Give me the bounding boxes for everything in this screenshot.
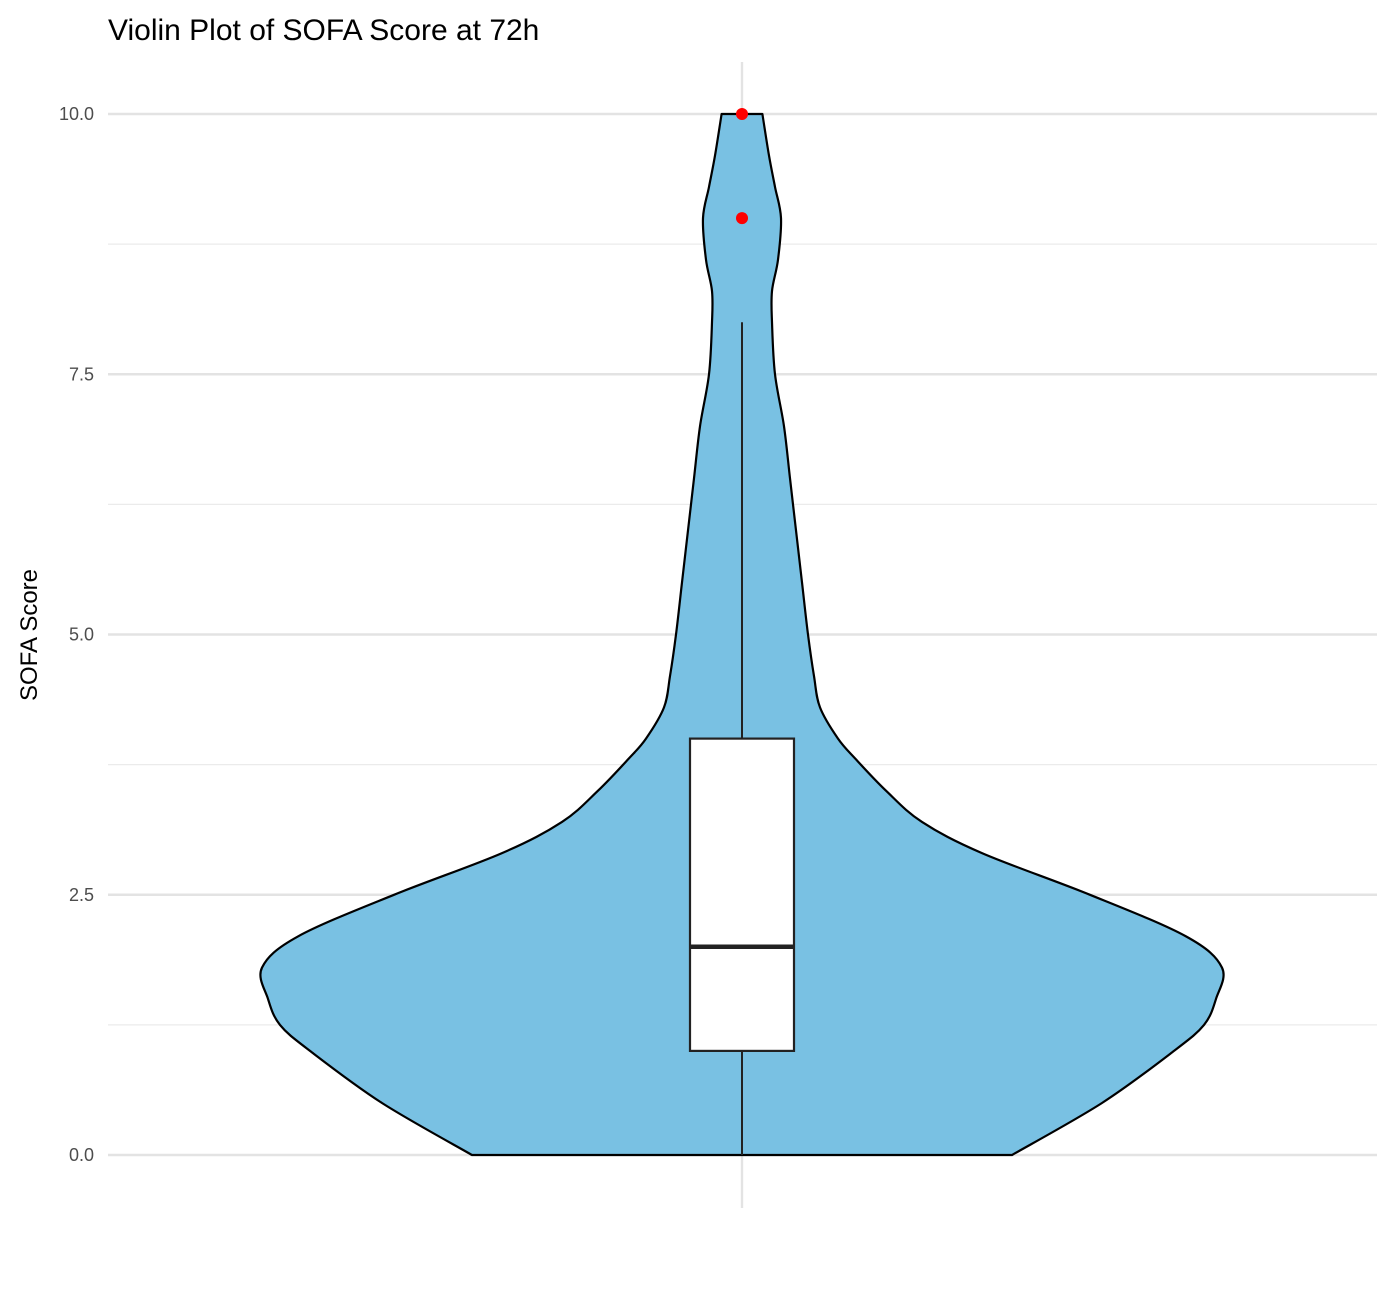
chart-title: Violin Plot of SOFA Score at 72h: [108, 14, 539, 47]
y-tick-label: 10.0: [59, 104, 94, 124]
y-tick-label: 0.0: [69, 1145, 94, 1165]
y-tick-label: 7.5: [69, 364, 94, 384]
axis-labels: 0.0 2.5 5.0 7.5 10.0: [59, 104, 94, 1165]
plot-marks: [259, 108, 1225, 1157]
y-tick-label: 2.5: [69, 885, 94, 905]
y-axis-label: SOFA Score: [16, 569, 43, 701]
box-iqr: [688, 737, 796, 1052]
outlier-point: [736, 108, 748, 120]
outlier-point: [736, 212, 748, 225]
y-tick-label: 5.0: [69, 625, 94, 645]
